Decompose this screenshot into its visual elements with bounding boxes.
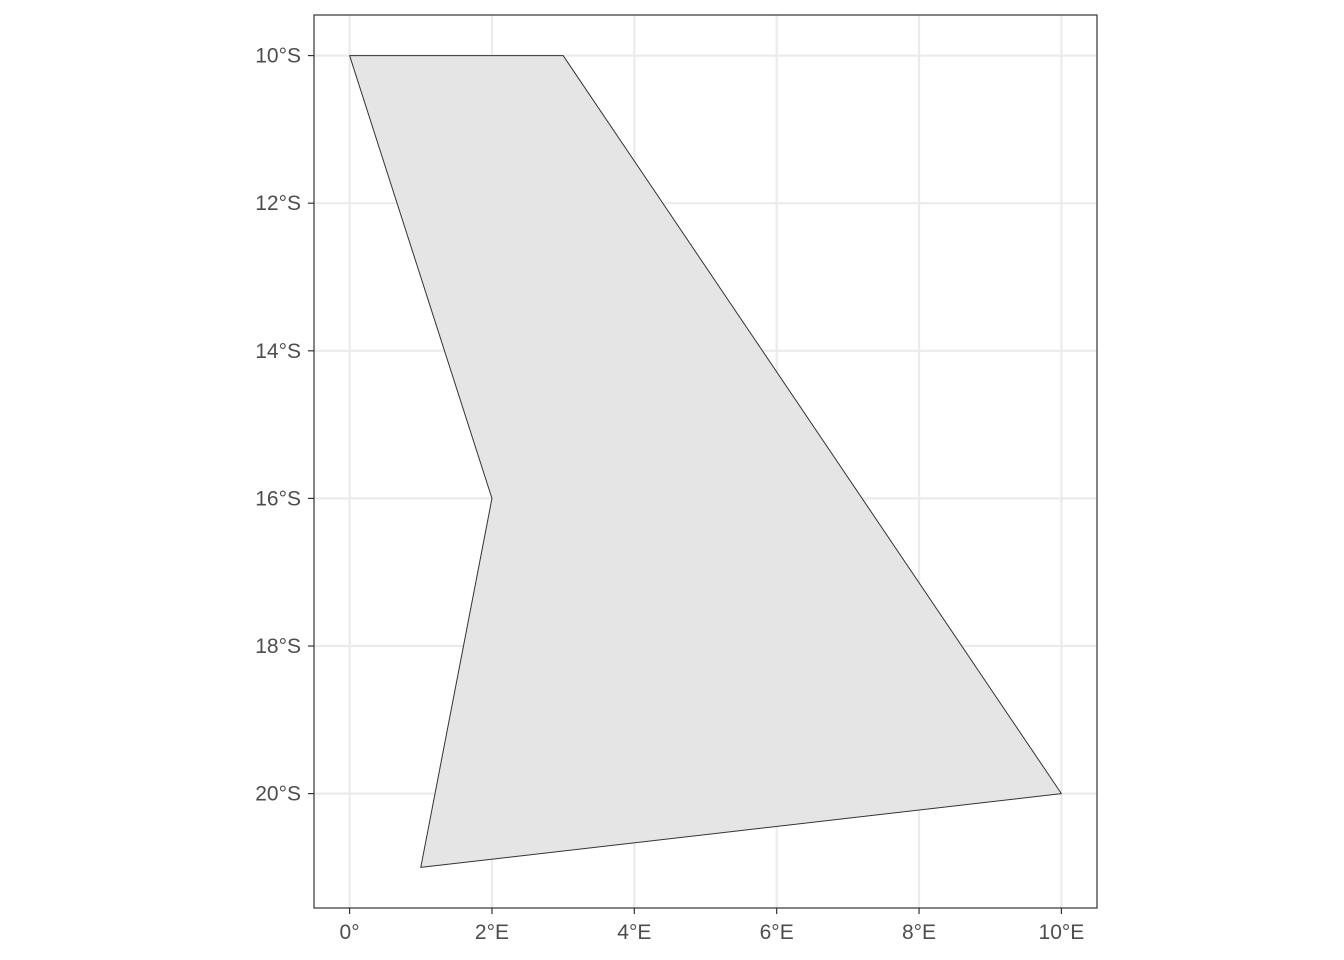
polygon-layer [349, 55, 1062, 868]
x-tick-label: 2°E [475, 921, 509, 944]
region-polygon [349, 55, 1062, 868]
y-tick-label: 10°S [255, 45, 301, 68]
y-tick-label: 18°S [255, 635, 301, 658]
x-tick-label: 4°E [617, 921, 651, 944]
y-axis: 10°S 12°S 14°S 16°S 18°S 20°S [255, 45, 314, 806]
panel-border [313, 14, 1098, 909]
x-axis: 0° 2°E 4°E 6°E 8°E 10°E [340, 908, 1085, 944]
x-tick-label: 0° [340, 921, 360, 944]
x-tick-label: 6°E [760, 921, 794, 944]
y-tick-label: 20°S [255, 783, 301, 806]
y-tick-label: 12°S [255, 192, 301, 215]
y-tick-label: 14°S [255, 340, 301, 363]
x-tick-label: 8°E [902, 921, 936, 944]
y-tick-label: 16°S [255, 487, 301, 510]
x-tick-label: 10°E [1039, 921, 1085, 944]
